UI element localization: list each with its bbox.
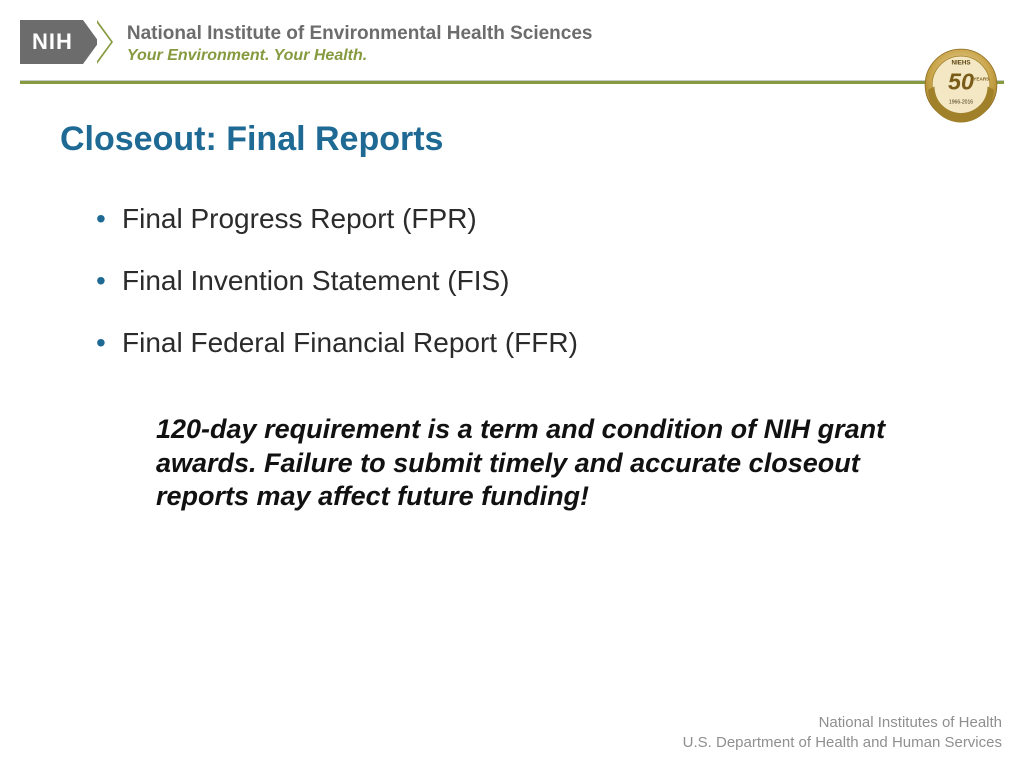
institute-text-block: National Institute of Environmental Heal… xyxy=(127,20,593,66)
badge-range: 1966-2016 xyxy=(949,100,973,106)
slide-title: Closeout: Final Reports xyxy=(60,120,964,159)
bullet-list: Final Progress Report (FPR) Final Invent… xyxy=(60,203,964,359)
slide-footer: National Institutes of Health U.S. Depar… xyxy=(683,713,1002,752)
anniversary-badge-icon: NIEHS 50 YEARS 1966-2016 xyxy=(922,46,1000,124)
list-item: Final Invention Statement (FIS) xyxy=(96,265,964,297)
footer-line-1: National Institutes of Health xyxy=(683,713,1002,733)
badge-unit: YEARS xyxy=(973,76,989,81)
list-item: Final Progress Report (FPR) xyxy=(96,203,964,235)
emphasis-note: 120-day requirement is a term and condit… xyxy=(156,413,924,514)
footer-line-2: U.S. Department of Health and Human Serv… xyxy=(683,733,1002,753)
slide-header: NIH National Institute of Environmental … xyxy=(0,0,1024,66)
badge-org: NIEHS xyxy=(951,60,970,67)
nih-logo: NIH xyxy=(20,20,113,64)
badge-number: 50 xyxy=(948,69,974,95)
nih-logo-chevron-outline-icon xyxy=(97,20,113,64)
nih-logo-text: NIH xyxy=(20,20,83,64)
institute-tagline: Your Environment. Your Health. xyxy=(127,46,593,66)
list-item: Final Federal Financial Report (FFR) xyxy=(96,327,964,359)
institute-name: National Institute of Environmental Heal… xyxy=(127,22,593,46)
slide-content: Closeout: Final Reports Final Progress R… xyxy=(0,84,1024,514)
